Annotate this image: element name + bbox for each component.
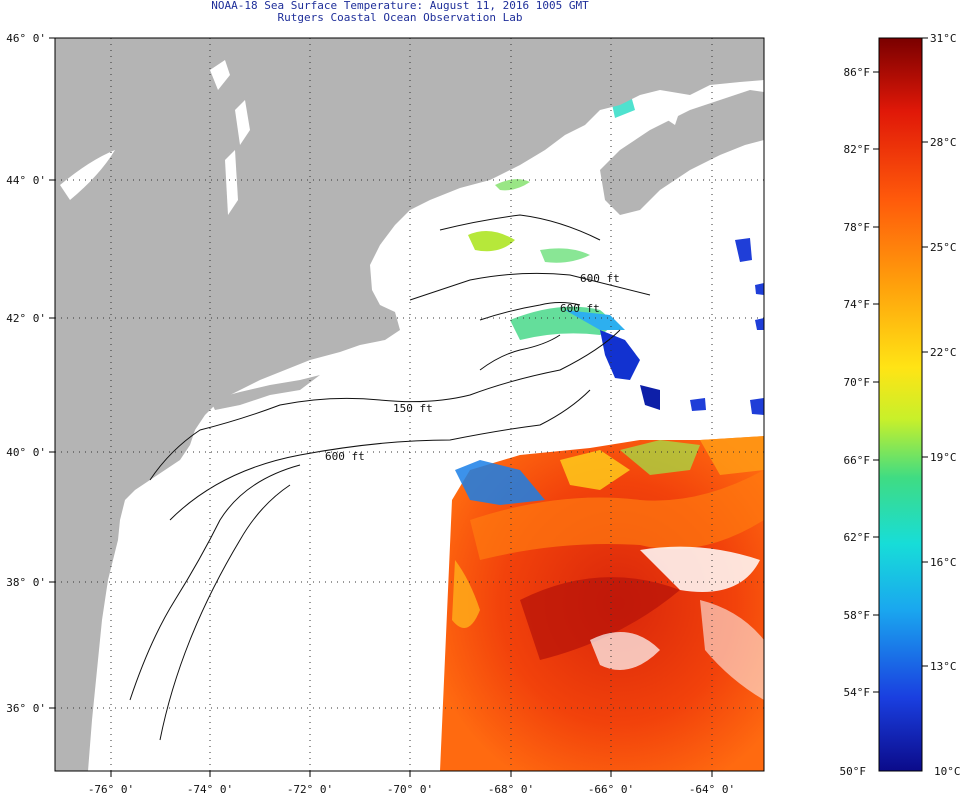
colorbar-c-label: 22°C (930, 346, 957, 359)
colorbar-gradient (878, 37, 923, 772)
colorbar-c-label: 31°C (930, 32, 957, 45)
axis-ticks (49, 37, 713, 777)
lat-label: 44° 0' (6, 174, 46, 187)
lon-label: -68° 0' (488, 783, 534, 796)
lon-label: -64° 0' (689, 783, 735, 796)
colorbar-f-label: 70°F (844, 376, 871, 389)
colorbar-f-label: 58°F (844, 609, 871, 622)
map-title: NOAA-18 Sea Surface Temperature: August … (211, 0, 589, 12)
sst-cool-patches (468, 92, 764, 415)
lat-label: 38° 0' (6, 576, 46, 589)
isobath-label-4: 600 ft (325, 450, 365, 463)
lon-label: -66° 0' (588, 783, 634, 796)
inland-lakes (60, 60, 680, 215)
colorbar-c-label: 28°C (930, 136, 957, 149)
colorbar-f-label: 62°F (844, 531, 871, 544)
map-subtitle: Rutgers Coastal Ocean Observation Lab (277, 11, 523, 24)
lat-label: 46° 0' (6, 32, 46, 45)
colorbar-f-label: 66°F (844, 454, 871, 467)
colorbar-f-label: 82°F (844, 143, 871, 156)
colorbar-c-label: 10°C (934, 765, 960, 778)
sst-warm-region (440, 436, 764, 771)
isobath-lines (129, 214, 651, 741)
lon-label: -70° 0' (387, 783, 433, 796)
colorbar-c-label: 19°C (930, 451, 957, 464)
lat-label: 40° 0' (6, 446, 46, 459)
longitude-labels: -76° 0' -74° 0' -72° 0' -70° 0' -68° 0' … (88, 783, 735, 796)
lon-label: -76° 0' (88, 783, 134, 796)
colorbar-f-label: 86°F (844, 66, 871, 79)
colorbar-c-label: 16°C (930, 556, 957, 569)
latitude-labels: 46° 0' 44° 0' 42° 0' 40° 0' 38° 0' 36° 0… (6, 32, 46, 715)
lat-label: 42° 0' (6, 312, 46, 325)
land-masses (55, 38, 764, 771)
lon-label: -74° 0' (187, 783, 233, 796)
isobath-label-3: 150 ft (393, 402, 433, 415)
colorbar-f-label: 78°F (844, 221, 871, 234)
isobath-label-2: 600 ft (560, 302, 600, 315)
colorbar-f-label: 54°F (844, 686, 871, 699)
graticule (55, 38, 764, 771)
lon-label: -72° 0' (287, 783, 333, 796)
colorbar-f-label: 50°F (840, 765, 867, 778)
colorbar-c-label: 25°C (930, 241, 957, 254)
colorbar-c-label: 13°C (930, 660, 957, 673)
lat-label: 36° 0' (6, 702, 46, 715)
isobath-label-1: 600 ft (580, 272, 620, 285)
colorbar-f-label: 74°F (844, 298, 871, 311)
colorbar: 86°F 82°F 78°F 74°F 70°F 66°F 62°F 58°F … (840, 32, 960, 778)
